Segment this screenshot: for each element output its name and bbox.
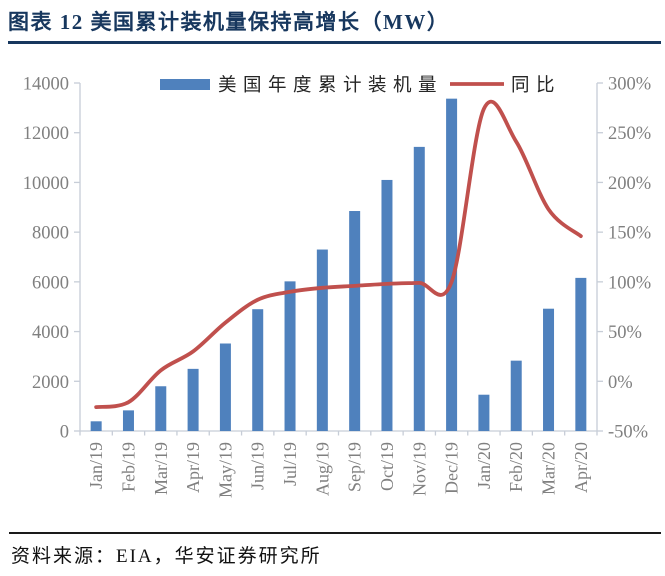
right-axis-tick-label: 200% bbox=[608, 174, 651, 194]
right-axis-tick-label: -50% bbox=[608, 423, 648, 443]
bar-Nov/19 bbox=[413, 146, 425, 431]
x-axis-label: Mar/20 bbox=[539, 442, 559, 495]
bar-Oct/19 bbox=[381, 179, 393, 431]
bar-Dec/19 bbox=[446, 98, 458, 431]
x-axis-label: Feb/19 bbox=[118, 442, 138, 492]
bar-Sep/19 bbox=[349, 211, 361, 431]
x-axis-label: Mar/19 bbox=[151, 442, 171, 495]
bar-Jan/19 bbox=[90, 421, 102, 431]
yoy-line bbox=[94, 99, 583, 410]
left-axis-tick-label: 6000 bbox=[32, 273, 69, 293]
bar-Mar/19 bbox=[155, 386, 167, 431]
x-axis-label: Jul/19 bbox=[280, 442, 300, 486]
x-axis-label: Aug/19 bbox=[312, 442, 332, 496]
right-axis-tick-label: 0% bbox=[608, 373, 633, 393]
bar-Jun/19 bbox=[252, 309, 264, 431]
chart-area: 0 2000 4000 6000 8000 10000 12000 14000 -50% 0% 50… bbox=[0, 58, 665, 518]
x-axis-label: Jan/19 bbox=[86, 442, 106, 489]
x-axis-label: Oct/19 bbox=[377, 442, 397, 491]
combo-chart: 0 2000 4000 6000 8000 10000 12000 14000 -50% 0% 50… bbox=[23, 75, 651, 499]
right-axis-tick-label: 100% bbox=[608, 273, 651, 293]
x-axis-label: Apr/20 bbox=[571, 442, 591, 493]
x-axis-label: Sep/19 bbox=[345, 442, 365, 492]
left-axis-tick-label: 4000 bbox=[32, 323, 69, 343]
legend-line-label: 同比 bbox=[511, 75, 561, 96]
title-underline bbox=[8, 41, 661, 44]
x-axis-label: Nov/19 bbox=[409, 442, 429, 496]
bar-Jan/20 bbox=[478, 394, 490, 431]
right-axis-tick-label: 150% bbox=[608, 224, 651, 244]
footer-divider bbox=[9, 532, 661, 534]
left-axis-tick-label: 0 bbox=[60, 423, 69, 443]
x-axis-label: Dec/19 bbox=[442, 442, 462, 494]
right-axis-tick-label: 50% bbox=[608, 323, 642, 343]
bar-Jul/19 bbox=[284, 281, 296, 431]
left-axis-tick-label: 12000 bbox=[23, 124, 69, 144]
bar-Feb/19 bbox=[122, 410, 134, 431]
source-note: 资料来源：EIA，华安证券研究所 bbox=[11, 546, 322, 567]
x-axis-label: Apr/19 bbox=[183, 442, 203, 493]
left-axis-tick-label: 14000 bbox=[23, 75, 69, 95]
left-axis-tick-label: 8000 bbox=[32, 224, 69, 244]
bar-Apr/19 bbox=[187, 368, 199, 431]
legend-bar-label: 美国年度累计装机量 bbox=[218, 75, 443, 96]
x-axis-label: Feb/20 bbox=[506, 442, 526, 492]
right-axis-tick-label: 250% bbox=[608, 124, 651, 144]
bar-May/19 bbox=[219, 343, 231, 431]
bar-Feb/20 bbox=[510, 360, 522, 431]
right-axis-tick-label: 300% bbox=[608, 75, 651, 95]
x-axis-label: Jun/19 bbox=[248, 442, 268, 490]
left-axis-tick-label: 2000 bbox=[32, 373, 69, 393]
figure-title: 图表 12 美国累计装机量保持高增长（MW） bbox=[8, 10, 450, 34]
bar-Mar/20 bbox=[543, 308, 555, 431]
left-axis-tick-label: 10000 bbox=[23, 174, 69, 194]
x-axis-label: Jan/20 bbox=[474, 442, 494, 489]
legend-bar-swatch bbox=[160, 79, 210, 90]
x-axis-label: May/19 bbox=[215, 442, 235, 498]
bar-Apr/20 bbox=[575, 277, 587, 431]
bar-Aug/19 bbox=[316, 249, 328, 431]
